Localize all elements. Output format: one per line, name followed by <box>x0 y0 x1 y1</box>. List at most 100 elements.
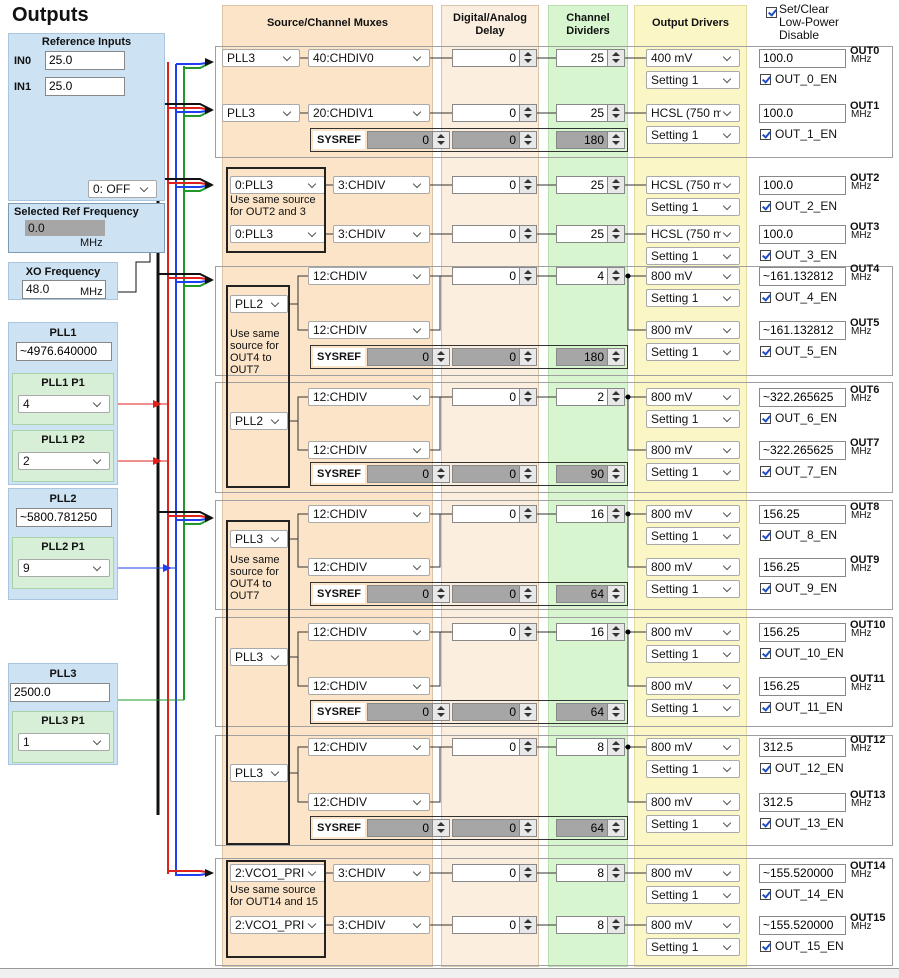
sysref-spinbox[interactable]: 0 <box>367 819 450 837</box>
driver-select[interactable]: HCSL (750 mV) <box>646 104 740 122</box>
driver-select[interactable]: 800 mV <box>646 558 740 576</box>
output-enable-checkbox[interactable] <box>760 466 771 477</box>
delay-spinbox[interactable]: 0 <box>452 104 537 122</box>
driver-select[interactable]: 800 mV <box>646 267 740 285</box>
sysref-spinbox[interactable]: 0 <box>367 703 450 721</box>
output-enable-checkbox[interactable] <box>760 346 771 357</box>
driver-select[interactable]: 800 mV <box>646 677 740 695</box>
source-select[interactable]: PLL3 <box>230 530 288 548</box>
driver-select[interactable]: 800 mV <box>646 505 740 523</box>
output-enable-checkbox[interactable] <box>760 763 771 774</box>
channel-mux-select[interactable]: 12:CHDIV <box>308 738 430 756</box>
output-frequency[interactable]: 156.25 <box>759 677 846 696</box>
output-frequency[interactable]: 100.0 <box>759 49 846 68</box>
output-enable-checkbox[interactable] <box>760 413 771 424</box>
driver-select[interactable]: 800 mV <box>646 916 740 934</box>
driver-setting-select[interactable]: Setting 1 <box>646 815 740 833</box>
source-select[interactable]: PLL2 <box>230 295 288 313</box>
driver-setting-select[interactable]: Setting 1 <box>646 343 740 361</box>
driver-select[interactable]: HCSL (750 mV) <box>646 176 740 194</box>
output-frequency[interactable]: ~322.265625 <box>759 388 846 407</box>
channel-mux-select[interactable]: 12:CHDIV <box>308 388 430 406</box>
output-frequency[interactable]: ~161.132812 <box>759 267 846 286</box>
pll-divider-select[interactable]: 1 <box>18 733 110 751</box>
sysref-delay-spinbox[interactable]: 0 <box>452 465 537 483</box>
divider-spinbox[interactable]: 25 <box>556 176 625 194</box>
low-power-checkbox[interactable] <box>766 7 777 18</box>
reference-input[interactable]: 25.0 <box>45 77 125 96</box>
sysref-divider-spinbox[interactable]: 180 <box>556 348 625 366</box>
reference-input[interactable]: 25.0 <box>45 51 125 70</box>
channel-mux-select[interactable]: 12:CHDIV <box>308 267 430 285</box>
output-frequency[interactable]: 100.0 <box>759 104 846 123</box>
divider-spinbox[interactable]: 2 <box>556 388 625 406</box>
output-frequency[interactable]: 312.5 <box>759 738 846 757</box>
pll-divider-select[interactable]: 4 <box>18 395 110 413</box>
output-enable-checkbox[interactable] <box>760 74 771 85</box>
xo-input[interactable] <box>22 280 106 299</box>
delay-spinbox[interactable]: 0 <box>452 916 537 934</box>
driver-select[interactable]: 800 mV <box>646 738 740 756</box>
delay-spinbox[interactable]: 0 <box>452 267 537 285</box>
delay-spinbox[interactable]: 0 <box>452 505 537 523</box>
channel-mux-select[interactable]: 12:CHDIV <box>308 793 430 811</box>
source-select[interactable]: PLL3 <box>222 49 300 67</box>
pll-frequency[interactable]: ~5800.781250 <box>16 508 112 527</box>
driver-select[interactable]: HCSL (750 mV) <box>646 225 740 243</box>
divider-spinbox[interactable]: 8 <box>556 864 625 882</box>
divider-spinbox[interactable]: 8 <box>556 738 625 756</box>
output-frequency[interactable]: 312.5 <box>759 793 846 812</box>
channel-mux-select[interactable]: 3:CHDIV <box>333 225 430 243</box>
channel-mux-select[interactable]: 40:CHDIV0 <box>308 49 430 67</box>
source-select[interactable]: 0:PLL3 <box>230 225 325 243</box>
sysref-divider-spinbox[interactable]: 64 <box>556 703 625 721</box>
output-frequency[interactable]: ~155.520000 <box>759 916 846 935</box>
driver-setting-select[interactable]: Setting 1 <box>646 289 740 307</box>
sysref-delay-spinbox[interactable]: 0 <box>452 819 537 837</box>
channel-mux-select[interactable]: 12:CHDIV <box>308 623 430 641</box>
driver-setting-select[interactable]: Setting 1 <box>646 247 740 265</box>
sysref-divider-spinbox[interactable]: 180 <box>556 131 625 149</box>
channel-mux-select[interactable]: 12:CHDIV <box>308 558 430 576</box>
driver-setting-select[interactable]: Setting 1 <box>646 463 740 481</box>
output-enable-checkbox[interactable] <box>760 941 771 952</box>
output-enable-checkbox[interactable] <box>760 583 771 594</box>
sysref-divider-spinbox[interactable]: 90 <box>556 465 625 483</box>
delay-spinbox[interactable]: 0 <box>452 738 537 756</box>
pll-divider-select[interactable]: 9 <box>18 559 110 577</box>
channel-mux-select[interactable]: 3:CHDIV <box>333 864 430 882</box>
sysref-delay-spinbox[interactable]: 0 <box>452 131 537 149</box>
output-frequency[interactable]: 156.25 <box>759 623 846 642</box>
source-select[interactable]: PLL3 <box>230 648 288 666</box>
source-select[interactable]: PLL3 <box>222 104 300 122</box>
driver-setting-select[interactable]: Setting 1 <box>646 410 740 428</box>
driver-setting-select[interactable]: Setting 1 <box>646 886 740 904</box>
sysref-spinbox[interactable]: 0 <box>367 131 450 149</box>
driver-setting-select[interactable]: Setting 1 <box>646 760 740 778</box>
driver-select[interactable]: 800 mV <box>646 321 740 339</box>
driver-setting-select[interactable]: Setting 1 <box>646 938 740 956</box>
driver-select[interactable]: 800 mV <box>646 441 740 459</box>
driver-setting-select[interactable]: Setting 1 <box>646 645 740 663</box>
divider-spinbox[interactable]: 16 <box>556 505 625 523</box>
driver-setting-select[interactable]: Setting 1 <box>646 580 740 598</box>
sysref-spinbox[interactable]: 0 <box>367 348 450 366</box>
output-frequency[interactable]: ~155.520000 <box>759 864 846 883</box>
channel-mux-select[interactable]: 12:CHDIV <box>308 321 430 339</box>
output-enable-checkbox[interactable] <box>760 818 771 829</box>
pll-divider-select[interactable]: 2 <box>18 452 110 470</box>
channel-mux-select[interactable]: 20:CHDIV1 <box>308 104 430 122</box>
channel-mux-select[interactable]: 3:CHDIV <box>333 916 430 934</box>
driver-select[interactable]: 800 mV <box>646 793 740 811</box>
output-frequency[interactable]: 100.0 <box>759 176 846 195</box>
output-enable-checkbox[interactable] <box>760 702 771 713</box>
delay-spinbox[interactable]: 0 <box>452 49 537 67</box>
driver-select[interactable]: 400 mV <box>646 49 740 67</box>
sysref-spinbox[interactable]: 0 <box>367 585 450 603</box>
output-frequency[interactable]: 100.0 <box>759 225 846 244</box>
delay-spinbox[interactable]: 0 <box>452 176 537 194</box>
sysref-spinbox[interactable]: 0 <box>367 465 450 483</box>
divider-spinbox[interactable]: 4 <box>556 267 625 285</box>
pll-frequency[interactable]: ~4976.640000 <box>16 342 112 361</box>
pll-frequency[interactable]: 2500.0 <box>10 683 110 702</box>
